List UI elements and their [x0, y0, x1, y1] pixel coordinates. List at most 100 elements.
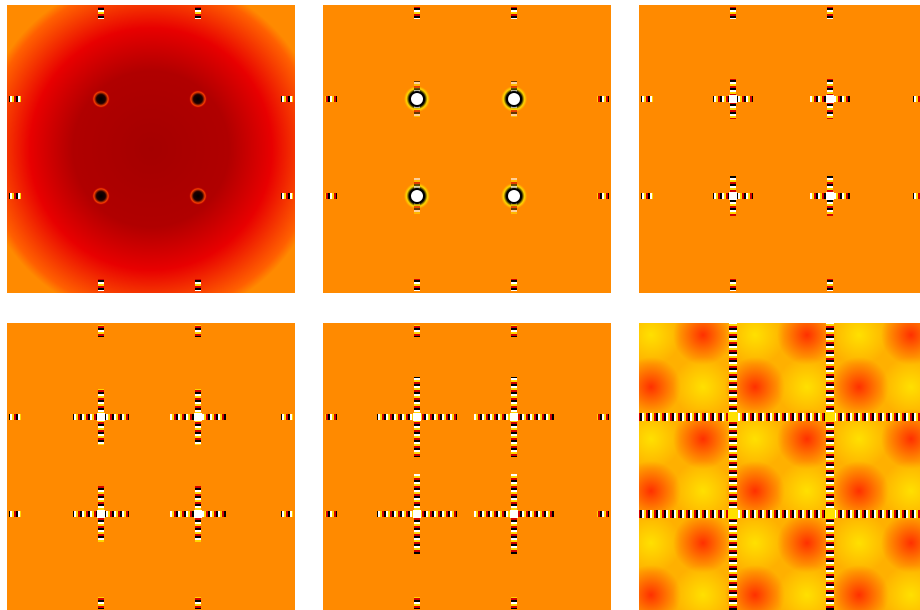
- edge-marker: [281, 193, 293, 199]
- blotch: [777, 513, 837, 573]
- blotch: [725, 513, 785, 573]
- stripe-row: [639, 413, 920, 421]
- edge-marker: [281, 96, 293, 102]
- cross-core: [729, 192, 737, 200]
- edge-marker: [511, 279, 517, 291]
- edge-marker: [9, 193, 21, 199]
- edge-marker: [195, 325, 201, 337]
- cross-core: [194, 510, 202, 518]
- edge-marker: [414, 325, 420, 337]
- blotch: [673, 357, 733, 417]
- edge-marker: [414, 7, 420, 19]
- blotch: [777, 409, 837, 469]
- edge-marker: [597, 193, 609, 199]
- dark-spot: [92, 90, 110, 108]
- edge-marker: [325, 511, 337, 517]
- heatmap-panel: [323, 5, 611, 293]
- blotch: [829, 461, 889, 521]
- edge-marker: [597, 511, 609, 517]
- stripe-column: [729, 323, 737, 610]
- cross-core: [825, 509, 835, 519]
- edge-marker: [414, 597, 420, 609]
- cross-core: [825, 412, 835, 422]
- cross-core: [826, 192, 834, 200]
- edge-marker: [98, 325, 104, 337]
- edge-marker: [325, 96, 337, 102]
- edge-marker: [195, 279, 201, 291]
- blotch: [673, 409, 733, 469]
- edge-marker: [641, 96, 653, 102]
- blotch: [673, 513, 733, 573]
- edge-marker: [195, 7, 201, 19]
- heatmap-panel: [323, 323, 611, 610]
- cross-core: [826, 95, 834, 103]
- blotch: [881, 357, 920, 417]
- blotch: [639, 513, 681, 573]
- edge-marker: [597, 414, 609, 420]
- cross-core: [510, 413, 518, 421]
- edge-marker: [730, 279, 736, 291]
- panel-background: [639, 5, 920, 293]
- blotch: [881, 461, 920, 521]
- edge-marker: [511, 325, 517, 337]
- blotch: [777, 565, 837, 610]
- blotch: [829, 565, 889, 610]
- blotch: [673, 565, 733, 610]
- cross-core: [510, 510, 518, 518]
- ring-core: [506, 188, 522, 204]
- blotch: [725, 409, 785, 469]
- panel-background: [323, 5, 611, 293]
- heatmap-panel: [7, 323, 295, 610]
- blotch: [639, 409, 681, 469]
- cross-core: [194, 413, 202, 421]
- edge-marker: [325, 193, 337, 199]
- edge-marker: [511, 597, 517, 609]
- stripe-row: [639, 510, 920, 518]
- blotch: [829, 513, 889, 573]
- edge-marker: [414, 279, 420, 291]
- red-field: [7, 5, 295, 293]
- blotch: [829, 409, 889, 469]
- panel-background: [323, 323, 611, 610]
- panel-background: [7, 323, 295, 610]
- edge-marker: [98, 597, 104, 609]
- edge-marker: [597, 96, 609, 102]
- edge-marker: [730, 7, 736, 19]
- edge-marker: [9, 511, 21, 517]
- edge-marker: [9, 414, 21, 420]
- dark-spot: [92, 187, 110, 205]
- cross-core: [97, 510, 105, 518]
- cross-core: [413, 510, 421, 518]
- blotch: [777, 323, 837, 365]
- edge-marker: [827, 279, 833, 291]
- edge-marker: [9, 96, 21, 102]
- blotch: [639, 357, 681, 417]
- blotch: [639, 565, 681, 610]
- heatmap-panel: [639, 5, 920, 293]
- blotch: [829, 357, 889, 417]
- cross-core: [97, 413, 105, 421]
- cross-core: [729, 95, 737, 103]
- edge-marker: [281, 511, 293, 517]
- heatmap-panel: [7, 5, 295, 293]
- edge-marker: [325, 414, 337, 420]
- blotch: [639, 323, 681, 365]
- blotch: [881, 565, 920, 610]
- blotch: [725, 565, 785, 610]
- ring-core: [506, 91, 522, 107]
- blotch: [881, 323, 920, 365]
- blotch: [777, 461, 837, 521]
- blotch: [639, 461, 681, 521]
- blotch: [881, 409, 920, 469]
- edge-marker: [511, 7, 517, 19]
- blotch: [673, 323, 733, 365]
- edge-marker: [913, 96, 920, 102]
- cross-core: [728, 509, 738, 519]
- edge-marker: [827, 7, 833, 19]
- blotch: [777, 357, 837, 417]
- cross-core: [728, 412, 738, 422]
- edge-marker: [641, 193, 653, 199]
- stripe-column: [826, 323, 834, 610]
- blotch: [673, 461, 733, 521]
